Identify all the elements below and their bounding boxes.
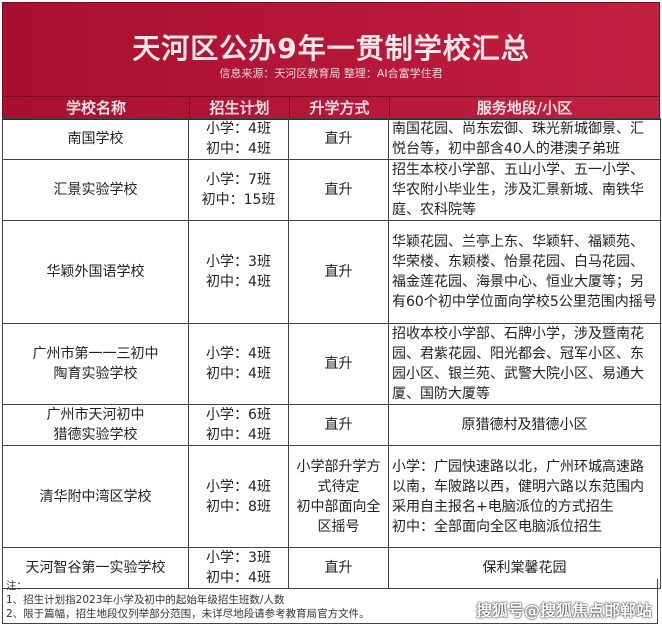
enrollment-plan: 小学：6班初中：4班 xyxy=(188,404,289,446)
enrollment-plan-line: 小学：7班 xyxy=(206,172,271,188)
page-subtitle: 信息来源：天河区教育局 整理：AI合富学住君 xyxy=(219,67,443,80)
header-plan: 招生计划 xyxy=(190,97,290,120)
service-area: 南国花园、尚东宏御、珠光新城御景、汇悦台等，初中部含40人的港澳子弟班 xyxy=(388,118,661,160)
enrollment-plan-line: 小学：3班 xyxy=(206,254,271,270)
table-row: 广州市天河初中 猎德实验学校 小学：6班 初中：4班 直升 原猎德村及猎德小区 xyxy=(2,404,661,446)
promotion-method: 直升 xyxy=(288,547,389,589)
promotion-method: 直升 xyxy=(288,404,389,446)
header-area: 服务地段/小区 xyxy=(476,99,573,117)
school-name: 华颖外国语学校 xyxy=(2,220,189,324)
table-row: 华颖外国语学校 小学：3班初中：4班 直升 华颖花园、兰亭上东、华颖轩、福颖苑、华荣楼… xyxy=(2,220,661,324)
enrollment-plan: 小学：4班初中：4班 xyxy=(188,118,289,160)
school-name: 广州市天河初中 猎德实验学校 xyxy=(2,404,189,446)
header-method: 升学方式 xyxy=(290,97,390,120)
school-name-line: 广州市第一一三初中 xyxy=(32,346,159,362)
enrollment-plan-line: 初中：4班 xyxy=(206,570,271,586)
enrollment-plan-line: 初中：4班 xyxy=(206,366,271,382)
table-row: 清华附中湾区学校 小学：4班 初中：8班 小学部升学方式待定 初中部面向全区摇号 小学：广… xyxy=(2,445,661,548)
title-banner: 天河区公办9年一贯制学校汇总 信息来源：天河区教育局 整理：AI合富学住君 学校… xyxy=(2,2,660,120)
school-name-line: 华颖外国语学校 xyxy=(46,264,145,280)
promotion-method-line: 直升 xyxy=(324,417,353,433)
promotion-method: 直升 xyxy=(288,323,389,405)
school-name: 天河智谷第一实验学校 xyxy=(2,547,189,589)
school-name-line: 天河智谷第一实验学校 xyxy=(25,560,166,576)
enrollment-plan-line: 初中：8班 xyxy=(206,498,271,515)
enrollment-plan-line: 初中：4班 xyxy=(206,141,271,157)
service-area: 招生本校小学部、五山小学、五一小学、华农附小毕业生，涉及汇景新城、南铁华庭、农科… xyxy=(388,159,661,221)
school-name: 南国学校 xyxy=(2,118,189,160)
promotion-method: 直升 xyxy=(288,159,389,221)
enrollment-plan: 小学：3班初中：4班 xyxy=(188,220,289,324)
enrollment-plan-line: 初中：4班 xyxy=(206,274,271,290)
school-name: 汇景实验学校 xyxy=(2,159,189,221)
enrollment-plan: 小学：4班初中：8班 xyxy=(188,445,289,548)
promotion-method-line: 直升 xyxy=(324,264,353,280)
enrollment-plan-line: 小学：3班 xyxy=(206,550,271,566)
service-area: 招收本校小学部、石牌小学，涉及暨南花园、君紫花园、阳光都会、冠军小区、东园小区、… xyxy=(388,323,661,405)
promotion-method-line: 直升 xyxy=(324,560,353,576)
note-1: 1、招生计划指2023年小学及初中的起始年级招生班数/人数 xyxy=(6,594,285,606)
enrollment-plan-line: 小学：4班 xyxy=(206,346,271,362)
enrollment-plan-line: 初中：15班 xyxy=(201,192,276,208)
table-row: 广州市第一一三初中 陶育实验学校 小学：4班 初中：4班 直升 招收本校小学部、石牌小学，… xyxy=(2,323,661,405)
table-row: 南国学校 小学：4班初中：4班 直升 南国花园、尚东宏御、珠光新城御景、汇悦台等，初中… xyxy=(2,118,661,160)
enrollment-plan: 小学：4班初中：4班 xyxy=(188,323,289,405)
enrollment-plan-line: 小学：4班 xyxy=(206,121,271,137)
promotion-method: 直升 xyxy=(288,118,389,160)
promotion-method-line: 直升 xyxy=(324,131,353,147)
schools-table: 南国学校 小学：4班 初中：4班 直升 南国花园、尚东宏御、珠光新城御景、汇悦台等，初中… xyxy=(2,118,661,589)
service-area: 小学：广园快速路以北，广州环城高速路以南，车陂路以西，健明六路以东范围内采用自主… xyxy=(388,445,661,548)
table-row: 天河智谷第一实验学校 小学：3班初中：4班 直升 保利棠馨花园 xyxy=(2,547,661,589)
promotion-method: 小学部升学方式待定 初中部面向全区摇号 xyxy=(288,445,389,548)
promotion-method-line: 初中部面向全区摇号 xyxy=(296,498,381,535)
promotion-method-line: 直升 xyxy=(324,356,353,372)
watermark: 搜狐号@搜狐焦点邯郸站 xyxy=(475,601,652,620)
note-2: 2、限于篇幅，招生地段仅列举部分范围，未详尽地段请参考教育局官方文件。 xyxy=(6,608,370,620)
service-area: 保利棠馨花园 xyxy=(388,547,661,589)
page-title: 天河区公办9年一贯制学校汇总 xyxy=(132,32,530,65)
enrollment-plan-line: 小学：6班 xyxy=(206,407,271,423)
school-name-line: 猎德实验学校 xyxy=(53,427,138,443)
school-name-line: 陶育实验学校 xyxy=(53,366,138,382)
school-name-line: 南国学校 xyxy=(67,131,124,147)
school-name-line: 广州市天河初中 xyxy=(46,407,145,423)
enrollment-plan: 小学：7班初中：15班 xyxy=(188,159,289,221)
school-name: 广州市第一一三初中 陶育实验学校 xyxy=(2,323,189,405)
service-area: 华颖花园、兰亭上东、华颖轩、福颖苑、华荣楼、东颖楼、怡景花园、白马花园、福金莲花… xyxy=(388,220,661,324)
promotion-method: 直升 xyxy=(288,220,389,324)
table-header: 学校名称 招生计划 升学方式 服务地段/小区 xyxy=(3,96,659,120)
enrollment-plan: 小学：3班初中：4班 xyxy=(188,547,289,589)
promotion-method-line: 直升 xyxy=(324,182,353,198)
enrollment-plan-line: 小学：4班 xyxy=(206,478,271,495)
table-row: 汇景实验学校 小学：7班初中：15班 直升 招生本校小学部、五山小学、五一小学、华农附… xyxy=(2,159,661,221)
school-name-line: 清华附中湾区学校 xyxy=(39,488,152,505)
school-name-line: 汇景实验学校 xyxy=(53,182,138,198)
promotion-method-line: 小学部升学方式待定 xyxy=(296,458,381,495)
notes: 注： 1、招生计划指2023年小学及初中的起始年级招生班数/人数 2、限于篇幅，… xyxy=(2,579,658,624)
notes-heading: 注： xyxy=(6,580,27,592)
enrollment-plan-line: 初中：4班 xyxy=(206,427,271,443)
service-area: 原猎德村及猎德小区 xyxy=(388,404,661,446)
header-school-name: 学校名称 xyxy=(3,97,190,120)
school-name: 清华附中湾区学校 xyxy=(2,445,189,548)
